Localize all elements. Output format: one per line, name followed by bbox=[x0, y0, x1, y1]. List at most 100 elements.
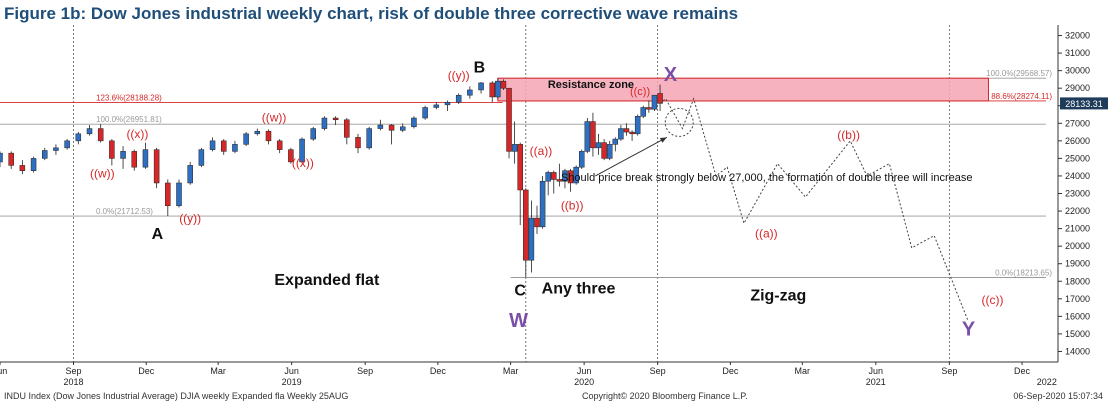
projection-path bbox=[595, 97, 969, 321]
candle-body bbox=[657, 93, 663, 104]
candle-body bbox=[606, 144, 613, 159]
candle-body bbox=[545, 172, 551, 182]
wave-label: ((w)) bbox=[90, 167, 115, 181]
x-year-label: 2022 bbox=[1037, 377, 1057, 387]
x-tick-label: Dec bbox=[138, 366, 155, 376]
candle-body bbox=[86, 128, 93, 135]
x-year-label: 2020 bbox=[574, 377, 594, 387]
candle-body bbox=[366, 128, 372, 149]
y-tick-label: 19000 bbox=[1065, 259, 1090, 269]
candle-body bbox=[506, 87, 512, 152]
candle-body bbox=[299, 138, 305, 163]
candle-body bbox=[601, 142, 607, 159]
x-tick-label: Sep bbox=[941, 366, 957, 376]
y-tick-label: 18000 bbox=[1065, 276, 1090, 286]
y-tick-label: 23000 bbox=[1065, 189, 1090, 199]
footer-source: INDU Index (Dow Jones Industrial Average… bbox=[4, 391, 349, 401]
candle-body bbox=[355, 137, 361, 149]
x-tick-label: Sep bbox=[650, 366, 666, 376]
candle-body bbox=[511, 144, 518, 152]
x-tick-label: Mar bbox=[210, 366, 226, 376]
wave-label: ((y)) bbox=[179, 211, 201, 225]
wave-label: X bbox=[664, 64, 678, 86]
candle-body bbox=[584, 121, 591, 152]
candle-body bbox=[567, 170, 574, 184]
candle-body bbox=[478, 82, 484, 91]
wave-label: ((w)) bbox=[262, 111, 287, 125]
wave-label: ((x)) bbox=[292, 156, 314, 170]
x-year-label: 2018 bbox=[64, 377, 84, 387]
candle-body bbox=[265, 130, 272, 142]
y-tick-label: 15000 bbox=[1065, 329, 1090, 339]
candle-body bbox=[640, 107, 647, 117]
candle-body bbox=[142, 149, 149, 168]
candle-body bbox=[198, 149, 205, 166]
y-tick-label: 30000 bbox=[1065, 66, 1090, 76]
y-tick-label: 26000 bbox=[1065, 136, 1090, 146]
candle-body bbox=[595, 142, 602, 149]
x-tick-label: Jun bbox=[869, 366, 884, 376]
x-axis: Jun Sep Dec Mar Jun Sep Dec Mar Jun Sep Dec Mar Jun S… bbox=[0, 361, 1058, 387]
x-year-label: 2021 bbox=[866, 377, 886, 387]
wave-label: ((c)) bbox=[981, 293, 1003, 307]
candle-body bbox=[220, 140, 227, 152]
candle-body bbox=[30, 158, 37, 171]
candle-body bbox=[388, 124, 395, 131]
x-tick-label: Dec bbox=[430, 366, 447, 376]
candle-body bbox=[209, 140, 216, 150]
wave-label: Zig-zag bbox=[750, 288, 806, 305]
resistance-zone-label: Resistance zone bbox=[548, 79, 634, 91]
wave-label: C bbox=[514, 282, 526, 299]
candle-body bbox=[489, 82, 495, 98]
candle-body bbox=[411, 117, 417, 128]
candle-body bbox=[97, 128, 104, 142]
candle-body bbox=[578, 151, 585, 168]
annotation-arrow-head bbox=[659, 137, 667, 143]
wave-label: ((a)) bbox=[530, 144, 553, 158]
fib-level-label: 0.0%(21712.53) bbox=[96, 207, 153, 216]
candle-body bbox=[310, 128, 316, 140]
fib-level-label: 123.6%(28188.28) bbox=[96, 93, 162, 102]
candle-body bbox=[53, 147, 59, 151]
candle-body bbox=[562, 170, 568, 182]
y-tick-label: 32000 bbox=[1065, 31, 1090, 41]
wave-label: ((x)) bbox=[126, 127, 148, 141]
x-tick-label: Dec bbox=[1014, 366, 1031, 376]
wave-label: Should price break strongly below 27,000… bbox=[561, 172, 973, 184]
projection-line bbox=[659, 97, 969, 321]
fib-levels: 100.0%(29568.57) 88.6%(28274.11) 123.6%(28… bbox=[0, 69, 1052, 278]
candle-body bbox=[19, 165, 26, 171]
x-tick-label: Sep bbox=[357, 366, 373, 376]
candle-body bbox=[634, 116, 641, 135]
candle-body bbox=[8, 152, 14, 166]
fib-level-label: 100.0%(29568.57) bbox=[986, 69, 1052, 78]
fib-level-label: 100.0%(26951.81) bbox=[96, 115, 162, 124]
candle-body bbox=[399, 126, 406, 131]
wave-label: ((y)) bbox=[448, 68, 470, 82]
y-tick-label: 29000 bbox=[1065, 83, 1090, 93]
y-tick-label: 14000 bbox=[1065, 346, 1090, 356]
footer-timestamp: 06-Sep-2020 15:07:34 bbox=[1013, 391, 1103, 401]
wave-label: B bbox=[474, 59, 486, 76]
x-tick-label: Mar bbox=[503, 366, 519, 376]
candle-body bbox=[523, 189, 529, 261]
candle-body bbox=[75, 133, 82, 142]
x-tick-label: Jun bbox=[0, 366, 7, 376]
wave-label: ((c)) bbox=[630, 86, 650, 98]
candle-body bbox=[321, 117, 328, 129]
wave-label: Y bbox=[962, 319, 976, 341]
candle-body bbox=[444, 101, 451, 106]
candle-body bbox=[500, 80, 507, 89]
candles bbox=[0, 78, 663, 278]
candle-body bbox=[590, 121, 596, 149]
wave-label: W bbox=[509, 310, 528, 332]
last-price-label: 28133.31 bbox=[1065, 99, 1103, 109]
candle-body bbox=[332, 117, 339, 121]
y-tick-label: 17000 bbox=[1065, 294, 1090, 304]
candle-body bbox=[517, 144, 523, 191]
candle-body bbox=[539, 180, 546, 228]
y-tick-label: 27000 bbox=[1065, 118, 1090, 128]
y-tick-label: 24000 bbox=[1065, 171, 1090, 181]
candle-body bbox=[623, 128, 630, 133]
